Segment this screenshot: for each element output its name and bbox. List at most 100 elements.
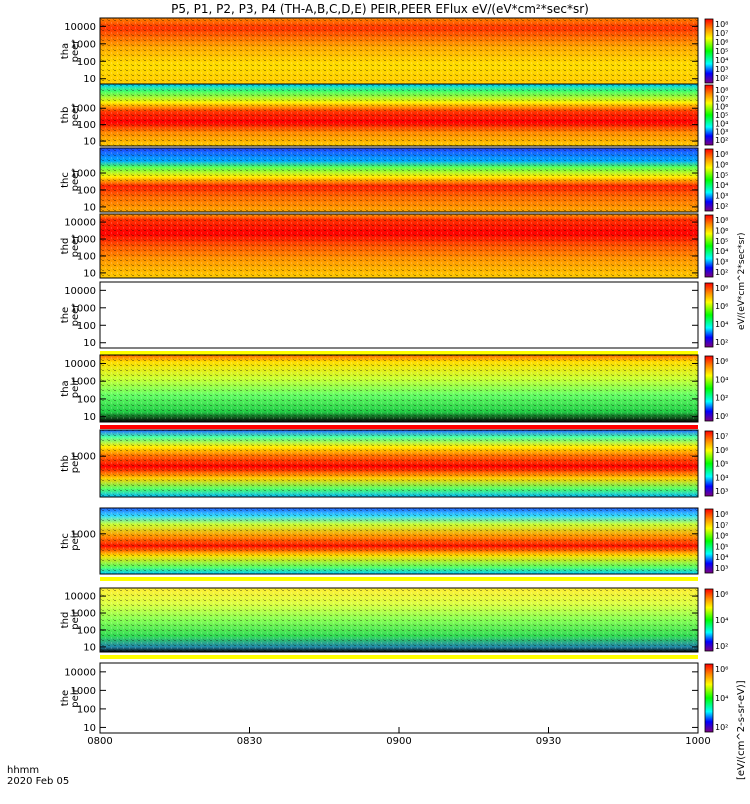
panel-frame-thb-peir bbox=[99, 429, 699, 498]
panel-label-type-thd-peer: peer bbox=[70, 234, 81, 258]
time-tick-label-0: 0800 bbox=[87, 736, 112, 747]
colorbar-tick-thc-peer-4: 10³ bbox=[715, 192, 728, 201]
panel-label-probe-thb-peer: thb bbox=[60, 107, 71, 124]
y-tick-label-the-peir-3: 10 bbox=[83, 723, 96, 734]
panel-frame-thc-peir bbox=[99, 507, 699, 575]
colorbar-tick-thd-peir-2: 10² bbox=[715, 642, 728, 651]
colorbar-tick-tha-peir-2: 10² bbox=[715, 394, 728, 403]
colorbar-tick-thd-peer-5: 10² bbox=[715, 268, 728, 277]
colorbar-tick-thc-peir-1: 10⁷ bbox=[715, 521, 728, 530]
panel-frame-thd-peer bbox=[99, 213, 699, 279]
colorbar-thd-peir bbox=[704, 588, 714, 652]
time-tick-label-3: 0930 bbox=[536, 736, 561, 747]
y-tick-label-thc-peer-1: 100 bbox=[77, 185, 96, 196]
panel-label-probe-tha-peir: tha bbox=[60, 380, 71, 396]
colorbar-tick-tha-peer-1: 10⁷ bbox=[715, 29, 728, 38]
colorbar-tick-thb-peir-4: 10³ bbox=[715, 487, 728, 496]
y-tick-label-tha-peir-3: 10 bbox=[83, 412, 96, 423]
panel-label-type-the-peer: peer bbox=[70, 303, 81, 327]
colorbar-tick-tha-peer-0: 10⁸ bbox=[715, 20, 728, 29]
panel-thd-peir: 10000 1000 100 10 thd peir 10⁶ 10⁴ 10² bbox=[60, 587, 728, 659]
y-tick-label-tha-peir-0: 10000 bbox=[64, 359, 96, 370]
y-tick-label-the-peer-2: 100 bbox=[77, 321, 96, 332]
separator-strip-the-peer bbox=[100, 351, 698, 355]
colorbar-units-label: [eV/(cm^2-s-sr-eV)] bbox=[736, 680, 747, 780]
y-tick-label-the-peer-1: 1000 bbox=[71, 303, 96, 314]
y-tick-label-thd-peer-1: 1000 bbox=[71, 235, 96, 246]
panel-frame-the-peer bbox=[99, 281, 699, 349]
colorbar-tick-thb-peer-2: 10⁶ bbox=[715, 103, 728, 112]
y-tick-label-the-peer-0: 10000 bbox=[64, 286, 96, 297]
colorbar-tick-thc-peer-5: 10² bbox=[715, 202, 728, 211]
spectrogram-texture-thb-peir bbox=[100, 430, 698, 497]
colorbar-tick-thd-peir-0: 10⁶ bbox=[715, 590, 728, 599]
colorbar-tick-tha-peir-0: 10⁶ bbox=[715, 357, 728, 366]
colorbar-tick-the-peer-0: 10⁸ bbox=[715, 284, 728, 293]
colorbar-tick-thc-peir-3: 10⁵ bbox=[715, 542, 728, 551]
colorbar-tick-thb-peir-0: 10⁷ bbox=[715, 432, 728, 441]
panel-label-type-thb-peir: peir bbox=[70, 453, 81, 473]
y-tick-label-thd-peir-1: 1000 bbox=[71, 609, 96, 620]
colorbar-tick-tha-peir-1: 10⁴ bbox=[715, 375, 728, 384]
colorbar-tick-thc-peer-3: 10⁴ bbox=[715, 181, 728, 190]
y-tick-label-tha-peir-1: 1000 bbox=[71, 377, 96, 388]
panel-label-type-tha-peer: peer bbox=[70, 39, 81, 63]
y-tick-label-the-peir-1: 1000 bbox=[71, 686, 96, 697]
colorbar-the-peer bbox=[704, 282, 714, 348]
y-tick-label-thc-peir-0: 1000 bbox=[71, 529, 96, 540]
colorbar-tick-thd-peer-0: 10⁸ bbox=[715, 216, 728, 225]
colorbar-tick-thc-peir-5: 10³ bbox=[715, 564, 728, 573]
colorbar-tick-thd-peer-4: 10³ bbox=[715, 258, 728, 267]
panel-label-probe-tha-peer: tha bbox=[60, 43, 71, 59]
y-tick-label-thd-peir-0: 10000 bbox=[64, 592, 96, 603]
colorbar-tick-tha-peer-2: 10⁶ bbox=[715, 38, 728, 47]
panel-frame-thd-peir bbox=[99, 587, 699, 653]
y-tick-label-the-peir-0: 10000 bbox=[64, 667, 96, 678]
panel-label-type-the-peir: peir bbox=[70, 687, 81, 707]
y-tick-label-thd-peir-2: 100 bbox=[77, 625, 96, 636]
y-tick-label-tha-peer-0: 10000 bbox=[64, 22, 96, 33]
spectrogram-texture-thc-peir bbox=[100, 508, 698, 574]
colorbar-tick-the-peir-0: 10⁶ bbox=[715, 665, 728, 674]
y-tick-label-thb-peer-1: 100 bbox=[77, 120, 96, 131]
colorbar-tick-tha-peer-6: 10² bbox=[715, 74, 728, 83]
time-tick-label-1: 0830 bbox=[237, 736, 262, 747]
colorbar-tick-thb-peer-4: 10⁴ bbox=[715, 119, 728, 128]
colorbar-tick-tha-peer-3: 10⁵ bbox=[715, 47, 728, 56]
colorbar-units-top: eV/(eV*cm^2*sec*sr) bbox=[737, 233, 747, 331]
time-tick-label-4: 1000 bbox=[685, 736, 710, 747]
y-tick-label-the-peer-3: 10 bbox=[83, 338, 96, 349]
time-axis-date: 2020 Feb 05 bbox=[7, 776, 69, 787]
panel-label-probe-the-peir: the bbox=[60, 690, 71, 706]
panel-frame-the-peir bbox=[99, 662, 699, 734]
colorbar-tick-thb-peer-6: 10² bbox=[715, 136, 728, 145]
panel-label-probe-thb-peir: thb bbox=[60, 455, 71, 472]
figure-title: P5, P1, P2, P3, P4 (TH-A,B,C,D,E) PEIR,P… bbox=[171, 2, 589, 16]
panel-the-peir: 10000 1000 100 10 the peir 10⁶ 10⁴ 10² bbox=[60, 662, 728, 734]
panel-frame-tha-peir bbox=[99, 354, 699, 423]
colorbar-tick-the-peer-3: 10² bbox=[715, 338, 728, 347]
y-tick-label-thb-peer-2: 10 bbox=[83, 137, 96, 148]
colorbar-tick-the-peer-1: 10⁶ bbox=[715, 302, 728, 311]
colorbar-tick-tha-peir-3: 10⁰ bbox=[715, 412, 728, 421]
spectrogram-texture-thd-peer bbox=[100, 214, 698, 278]
y-tick-label-the-peir-2: 100 bbox=[77, 704, 96, 715]
panel-label-probe-the-peer: the bbox=[60, 307, 71, 323]
y-tick-label-tha-peer-1: 1000 bbox=[71, 39, 96, 50]
y-tick-label-thd-peer-3: 10 bbox=[83, 268, 96, 279]
spectrogram-texture-tha-peer bbox=[100, 18, 698, 84]
panel-the-peer: 10000 1000 100 10 the peer 10⁸ 10⁶ 10⁴ 10² bbox=[60, 281, 728, 355]
colorbar-tick-thc-peer-2: 10⁵ bbox=[715, 171, 728, 180]
colorbar-tick-thc-peir-2: 10⁶ bbox=[715, 532, 728, 541]
colorbar-tick-thb-peer-1: 10⁷ bbox=[715, 94, 728, 103]
colorbar-tick-thd-peir-1: 10⁴ bbox=[715, 616, 728, 625]
colorbar-the-peir bbox=[704, 663, 714, 733]
y-tick-label-thb-peer-0: 1000 bbox=[71, 104, 96, 115]
panel-tha-peer: 10000 1000 100 10 tha peer 10⁸10⁷10⁶10⁵10⁴10³1… bbox=[60, 17, 728, 85]
panel-label-probe-thd-peir: thd bbox=[60, 612, 71, 629]
